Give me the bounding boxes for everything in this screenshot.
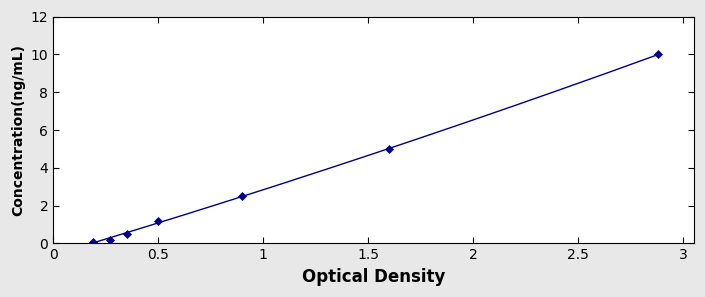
X-axis label: Optical Density: Optical Density <box>302 268 446 286</box>
Y-axis label: Concentration(ng/mL): Concentration(ng/mL) <box>11 44 25 216</box>
